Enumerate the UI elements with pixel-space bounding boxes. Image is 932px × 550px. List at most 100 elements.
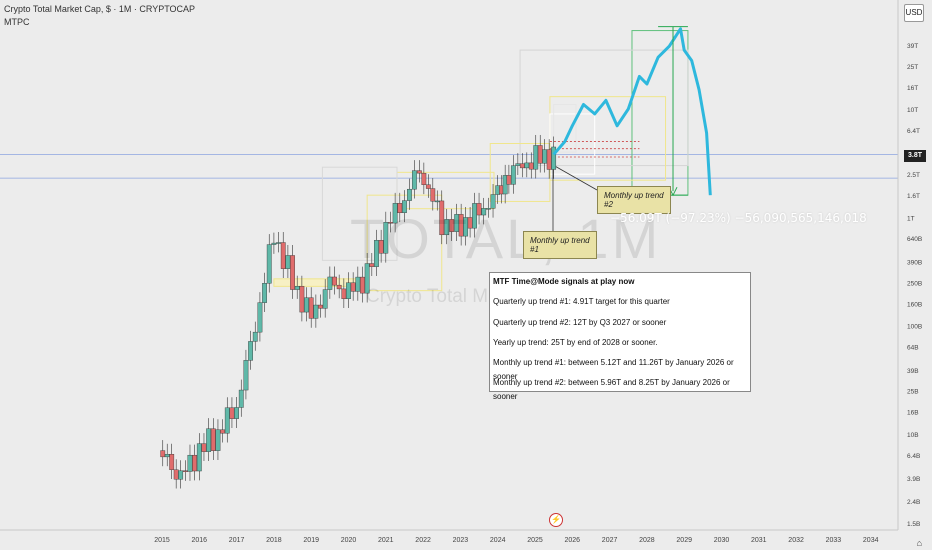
callout-monthly-1-line2: #1 [530, 245, 539, 254]
x-tick-label: 2029 [676, 537, 692, 544]
candle-body [472, 203, 477, 229]
candle-body [294, 285, 300, 290]
candle-body [490, 194, 496, 209]
watermark-symbol: TOTAL, 1M [350, 207, 662, 270]
x-tick-label: 2017 [229, 537, 245, 544]
candle-body [528, 162, 534, 170]
indicator-label[interactable]: MTPC [4, 17, 30, 27]
callout-monthly-1: Monthly up trend #1 [523, 231, 597, 259]
x-tick-label: 2022 [415, 537, 431, 544]
candle-body [502, 175, 508, 195]
y-tick-label: 39B [907, 368, 919, 375]
y-tick-label: 1.6T [907, 193, 920, 200]
candle-body [243, 360, 249, 391]
candle-body [506, 175, 512, 185]
x-tick-label: 2027 [602, 537, 618, 544]
x-tick-label: 2019 [303, 537, 319, 544]
candle-body [285, 255, 291, 269]
candle-body [476, 203, 482, 216]
y-tick-label: 1.5B [907, 521, 920, 528]
candle-body [350, 282, 356, 292]
chart-title: Crypto Total Market Cap, $ · 1M · CRYPTO… [4, 4, 196, 14]
grid [0, 154, 898, 179]
events-icon[interactable]: ⚡ [549, 513, 563, 527]
x-tick-label: 2021 [378, 537, 394, 544]
candle-body [224, 407, 230, 434]
x-tick-label: 2031 [751, 537, 767, 544]
y-tick-label: 1T [907, 215, 915, 222]
candle-body [182, 470, 188, 472]
yearly-box [519, 49, 689, 167]
candle-body [201, 443, 207, 452]
candle-body [402, 200, 407, 213]
x-tick-label: 2023 [453, 537, 469, 544]
candle-body [173, 469, 179, 480]
measure-label: −56.09T (−97.23%) −56,090,565,146,018 [610, 211, 867, 225]
candle-body [425, 184, 431, 189]
y-tick-label: 640B [907, 236, 922, 243]
price-scale [898, 0, 932, 550]
candle-body [169, 454, 175, 470]
candle-body [206, 428, 212, 452]
x-tick-label: 2032 [788, 537, 804, 544]
candle-body [290, 255, 295, 290]
candle-body [257, 302, 263, 333]
candle-body [383, 222, 389, 254]
x-tick-label: 2015 [154, 537, 170, 544]
candle-body [271, 242, 277, 245]
currency-button[interactable]: USD [904, 4, 924, 22]
candle-body [449, 219, 455, 232]
x-tick-label: 2024 [490, 537, 506, 544]
y-tick-label: 16B [907, 410, 919, 417]
candle-body [515, 163, 521, 166]
candle-body [430, 188, 436, 202]
candle-body [392, 203, 398, 224]
y-tick-label: 25T [907, 64, 918, 71]
candle-body [519, 163, 525, 169]
y-tick-label: 6.4B [907, 453, 920, 460]
candle-body [220, 429, 226, 434]
y-tick-label: 6.4T [907, 128, 920, 135]
candle-body [313, 304, 319, 319]
projection-line [552, 27, 712, 196]
y-tick-label: 3.9B [907, 476, 920, 483]
candle-body [546, 149, 552, 170]
candle-body [252, 331, 258, 342]
candle-body [444, 219, 450, 236]
callout-monthly-2: Monthly up trend #2 [597, 186, 671, 214]
candle-body [439, 200, 445, 236]
x-tick-label: 2030 [714, 537, 730, 544]
info-line: MTF Time@Mode signals at play now [493, 277, 635, 286]
candle-body [411, 170, 417, 190]
candle-body [322, 289, 328, 309]
candle-body [360, 276, 365, 294]
candle-body [397, 203, 403, 213]
candle-body [262, 283, 267, 303]
candles [160, 134, 557, 489]
candle-body [551, 146, 557, 170]
candle-body [178, 470, 184, 480]
info-line: Yearly up trend: 25T by end of 2028 or s… [493, 337, 658, 347]
info-line: Quarterly up trend #1: 4.91T target for … [493, 297, 670, 307]
candle-body [416, 170, 422, 174]
x-tick-label: 2025 [527, 537, 543, 544]
y-tick-label: 64B [907, 345, 919, 352]
candle-body [192, 454, 198, 472]
candle-body [537, 145, 543, 164]
candle-body [299, 285, 305, 313]
info-line: Monthly up trend #2: between 5.96T and 8… [493, 378, 730, 402]
y-tick-label: 10B [907, 432, 919, 439]
candle-body [234, 407, 239, 419]
candle-body [407, 188, 412, 201]
candle-body [215, 429, 221, 451]
candle-body [364, 263, 370, 294]
y-tick-label: 250B [907, 280, 922, 287]
candle-body [485, 208, 491, 210]
candle-body [210, 428, 216, 451]
home-icon[interactable]: ⌂ [916, 538, 922, 548]
y-tick-label: 16T [907, 85, 918, 92]
candle-body [533, 145, 539, 170]
candle-body [481, 208, 487, 216]
